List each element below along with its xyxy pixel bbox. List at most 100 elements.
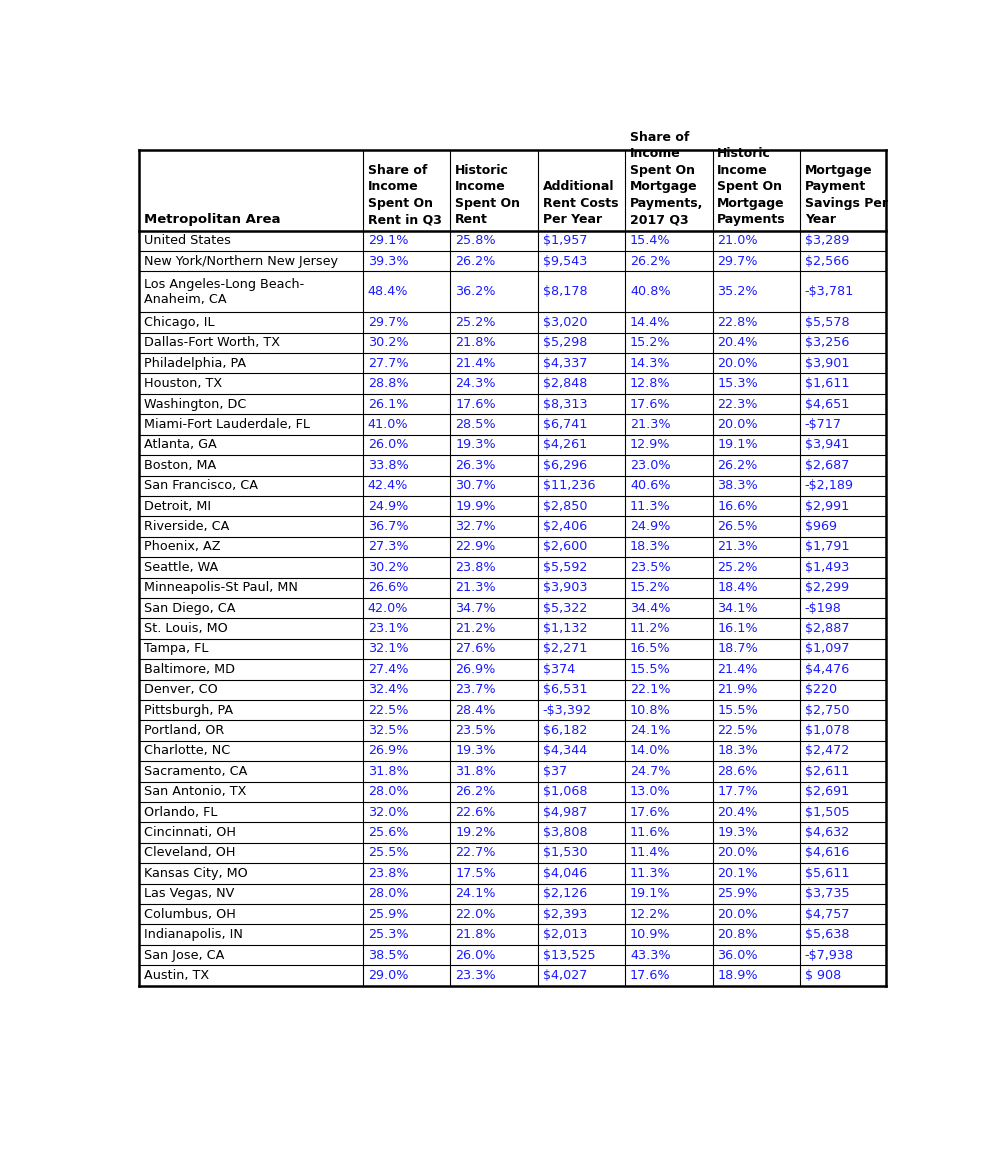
Text: $6,182: $6,182: [543, 725, 587, 737]
Bar: [139, 394, 886, 415]
Text: $5,322: $5,322: [543, 601, 587, 615]
Bar: [139, 720, 886, 741]
Text: 32.1%: 32.1%: [368, 643, 408, 655]
Text: 48.4%: 48.4%: [368, 286, 408, 298]
Bar: [139, 516, 886, 537]
Text: $2,600: $2,600: [543, 540, 587, 553]
Text: 23.1%: 23.1%: [368, 622, 408, 635]
Bar: [139, 843, 886, 863]
Text: $2,566: $2,566: [805, 255, 849, 267]
Bar: [139, 823, 886, 843]
Text: $2,991: $2,991: [805, 500, 849, 513]
Text: 27.4%: 27.4%: [368, 662, 408, 676]
Bar: [139, 965, 886, 986]
Text: 26.2%: 26.2%: [717, 458, 758, 472]
Text: 32.4%: 32.4%: [368, 683, 408, 696]
Text: $2,611: $2,611: [805, 765, 849, 778]
Text: $374: $374: [543, 662, 575, 676]
Text: 31.8%: 31.8%: [455, 765, 496, 778]
Bar: [139, 373, 886, 394]
Text: 23.8%: 23.8%: [368, 867, 408, 880]
Text: 17.6%: 17.6%: [630, 397, 671, 410]
Text: 20.0%: 20.0%: [717, 418, 758, 431]
Text: 30.2%: 30.2%: [368, 561, 408, 574]
Text: 24.3%: 24.3%: [455, 377, 496, 391]
Text: Atlanta, GA: Atlanta, GA: [144, 439, 216, 452]
Text: 24.9%: 24.9%: [368, 500, 408, 513]
Text: 21.8%: 21.8%: [455, 929, 496, 941]
Text: 30.7%: 30.7%: [455, 479, 496, 492]
Text: $4,337: $4,337: [543, 357, 587, 370]
Text: United States: United States: [144, 234, 230, 248]
Text: 25.5%: 25.5%: [368, 847, 408, 859]
Text: 11.3%: 11.3%: [630, 500, 671, 513]
Text: 24.9%: 24.9%: [630, 520, 670, 533]
Bar: [139, 863, 886, 884]
Text: 22.0%: 22.0%: [455, 908, 496, 920]
Text: Historic
Income
Spent On
Rent: Historic Income Spent On Rent: [455, 164, 520, 226]
Text: 32.7%: 32.7%: [455, 520, 496, 533]
Bar: [139, 741, 886, 761]
Bar: [139, 945, 886, 965]
Text: 39.3%: 39.3%: [368, 255, 408, 267]
Text: $11,236: $11,236: [543, 479, 595, 492]
Text: $5,611: $5,611: [805, 867, 849, 880]
Text: San Diego, CA: San Diego, CA: [144, 601, 235, 615]
Text: 27.3%: 27.3%: [368, 540, 408, 553]
Text: 26.1%: 26.1%: [368, 397, 408, 410]
Text: Las Vegas, NV: Las Vegas, NV: [144, 887, 234, 901]
Text: $1,611: $1,611: [805, 377, 849, 391]
Text: 21.3%: 21.3%: [717, 540, 758, 553]
Text: 22.8%: 22.8%: [717, 316, 758, 329]
Bar: [139, 415, 886, 434]
Text: 34.7%: 34.7%: [455, 601, 496, 615]
Bar: [139, 577, 886, 598]
Text: 26.0%: 26.0%: [455, 948, 496, 962]
Bar: [139, 434, 886, 455]
Text: 26.0%: 26.0%: [368, 439, 408, 452]
Text: Orlando, FL: Orlando, FL: [144, 805, 217, 819]
Text: 20.0%: 20.0%: [717, 908, 758, 920]
Text: $4,344: $4,344: [543, 744, 587, 758]
Text: Minneapolis-St Paul, MN: Minneapolis-St Paul, MN: [144, 582, 297, 594]
Bar: [139, 659, 886, 680]
Text: 14.4%: 14.4%: [630, 316, 670, 329]
Text: 23.5%: 23.5%: [630, 561, 671, 574]
Bar: [139, 230, 886, 251]
Text: $37: $37: [543, 765, 567, 778]
Text: $2,850: $2,850: [543, 500, 587, 513]
Text: $5,638: $5,638: [805, 929, 849, 941]
Bar: [139, 495, 886, 516]
Text: $4,261: $4,261: [543, 439, 587, 452]
Text: $6,741: $6,741: [543, 418, 587, 431]
Text: $2,887: $2,887: [805, 622, 849, 635]
Text: 23.3%: 23.3%: [455, 969, 496, 982]
Text: 25.2%: 25.2%: [455, 316, 496, 329]
Bar: [139, 251, 886, 272]
Text: Cleveland, OH: Cleveland, OH: [144, 847, 235, 859]
Bar: [139, 884, 886, 904]
Bar: [139, 598, 886, 619]
Text: 25.8%: 25.8%: [455, 234, 496, 248]
Text: 19.3%: 19.3%: [717, 826, 758, 839]
Text: 32.0%: 32.0%: [368, 805, 408, 819]
Text: 26.6%: 26.6%: [368, 582, 408, 594]
Text: Dallas-Fort Worth, TX: Dallas-Fort Worth, TX: [144, 336, 280, 349]
Text: Mortgage
Payment
Savings Per
Year: Mortgage Payment Savings Per Year: [805, 164, 888, 226]
Text: Kansas City, MO: Kansas City, MO: [144, 867, 247, 880]
Text: $4,616: $4,616: [805, 847, 849, 859]
Text: $2,406: $2,406: [543, 520, 587, 533]
Text: $2,126: $2,126: [543, 887, 587, 901]
Text: 21.2%: 21.2%: [455, 622, 496, 635]
Text: 23.8%: 23.8%: [455, 561, 496, 574]
Text: $2,691: $2,691: [805, 786, 849, 798]
Text: $4,651: $4,651: [805, 397, 849, 410]
Text: $2,472: $2,472: [805, 744, 849, 758]
Text: 36.7%: 36.7%: [368, 520, 408, 533]
Bar: [139, 150, 886, 230]
Text: 18.3%: 18.3%: [630, 540, 671, 553]
Bar: [139, 333, 886, 353]
Text: 43.3%: 43.3%: [630, 948, 671, 962]
Text: 34.4%: 34.4%: [630, 601, 670, 615]
Text: $5,578: $5,578: [805, 316, 849, 329]
